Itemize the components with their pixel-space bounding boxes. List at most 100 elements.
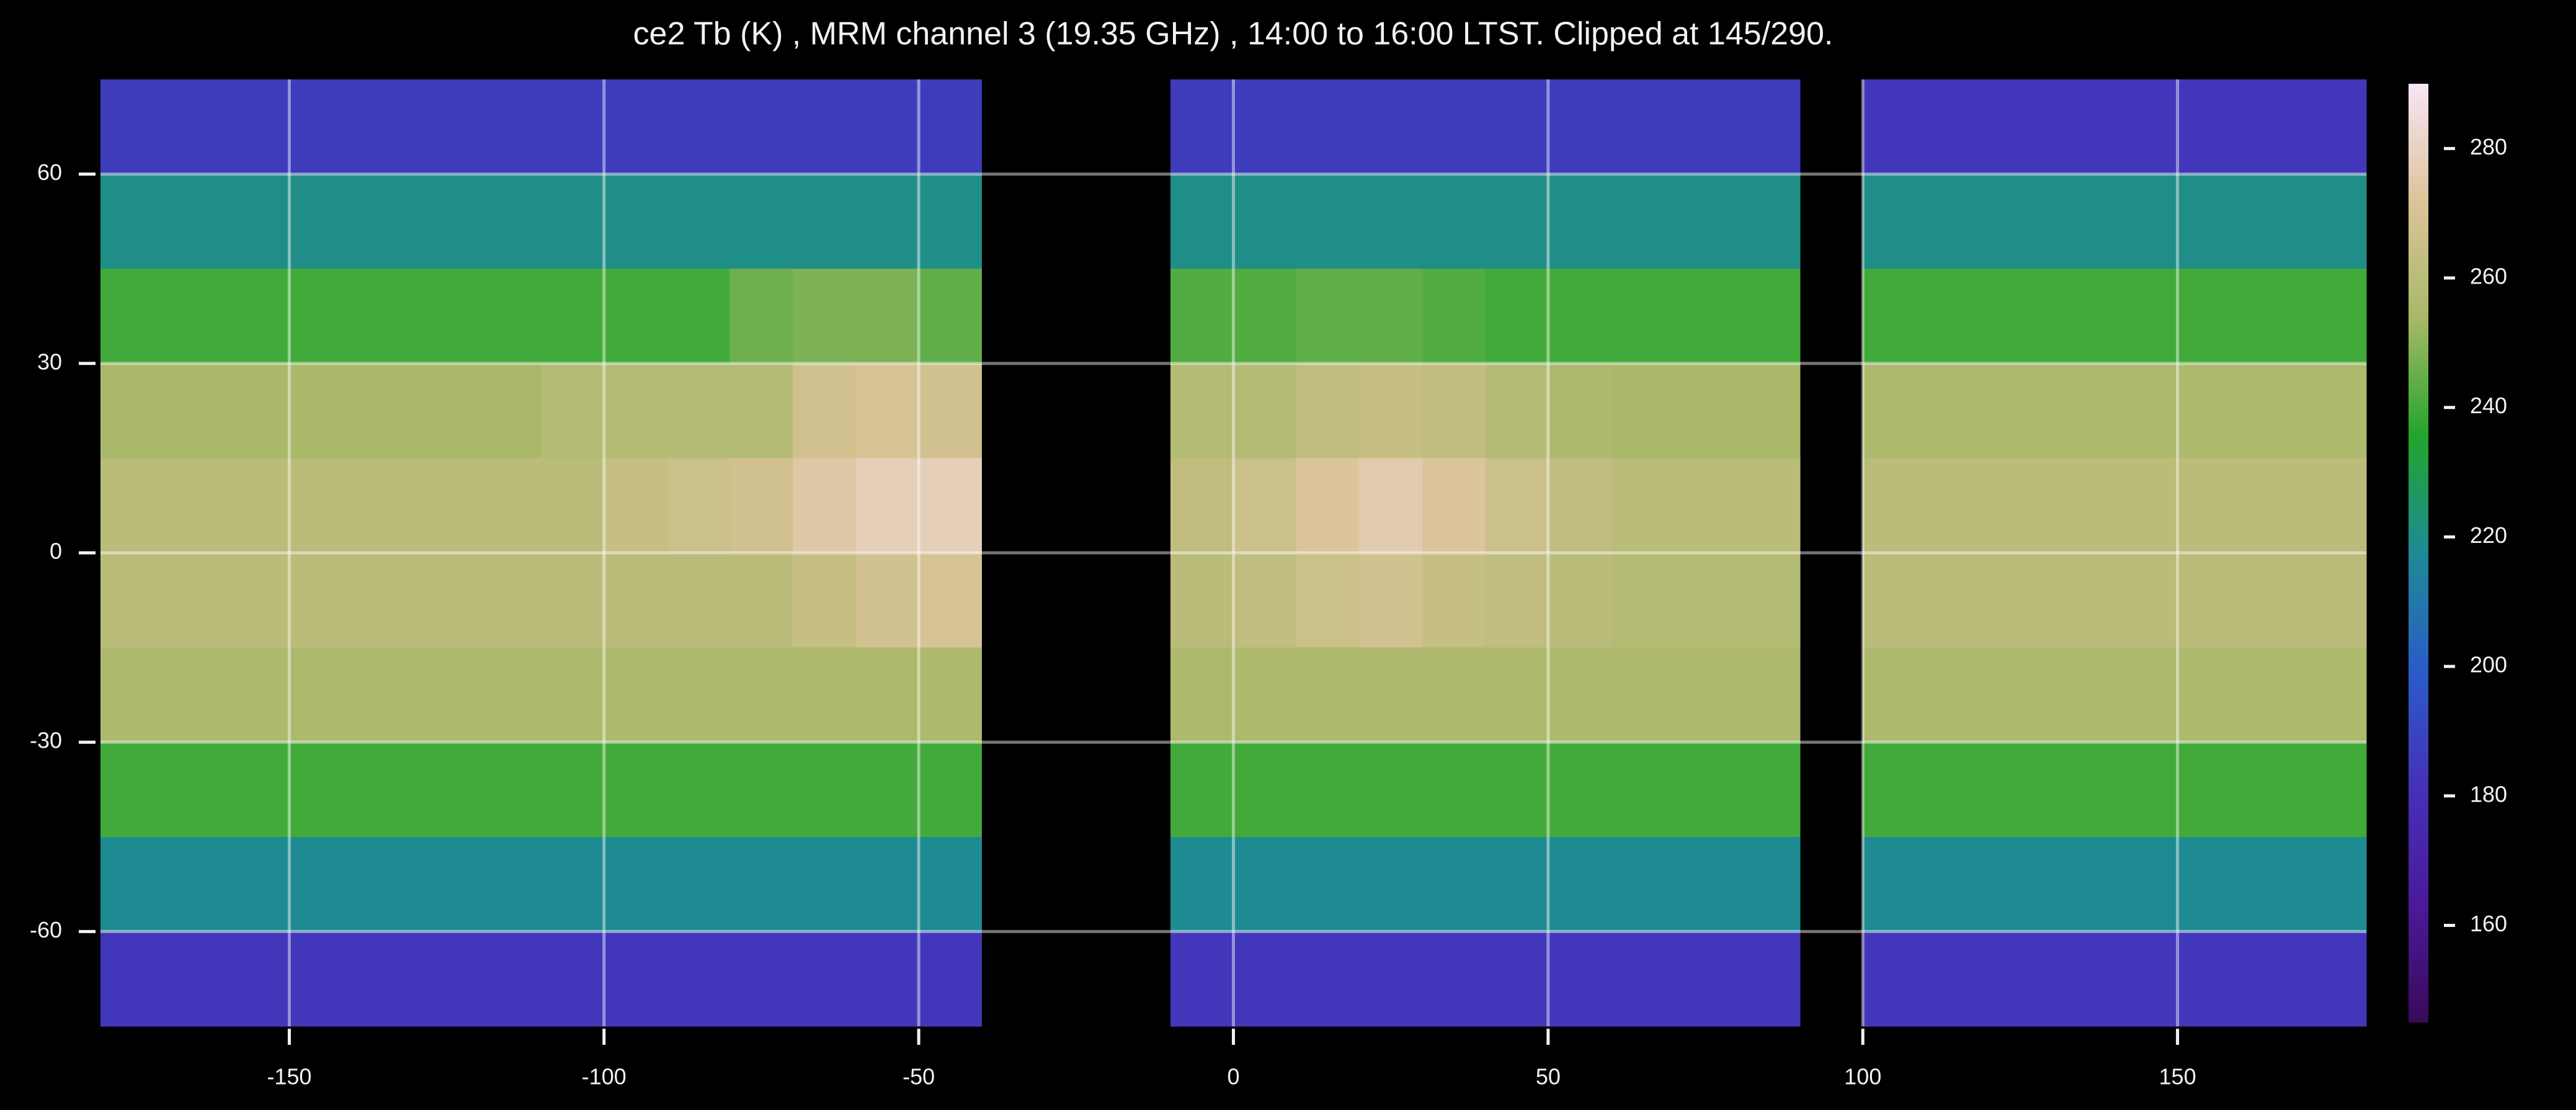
heatmap-cell: [352, 647, 416, 743]
colorbar: [2409, 84, 2428, 1023]
heatmap-cell: [478, 742, 541, 838]
heatmap-cell: [667, 836, 731, 932]
heatmap-cell: [1611, 742, 1675, 838]
heatmap-cell: [541, 269, 605, 364]
heatmap-cell: [541, 742, 605, 838]
heatmap-cell: [1359, 836, 1423, 932]
heatmap-cell: [667, 931, 731, 1027]
y-tick-label: 0: [50, 539, 62, 564]
heatmap-cell: [1737, 931, 1801, 1027]
heatmap-cell: [793, 742, 857, 838]
heatmap-cell: [100, 836, 164, 932]
heatmap-cell: [1737, 458, 1801, 553]
heatmap-cell: [1485, 742, 1549, 838]
heatmap-cell: [667, 458, 731, 553]
heatmap-cell: [1485, 836, 1549, 932]
heatmap-cell: [1863, 363, 1927, 459]
heatmap-cell: [793, 363, 857, 459]
heatmap-cell: [1925, 79, 1989, 175]
heatmap-cell: [1296, 363, 1360, 459]
heatmap-cell: [919, 742, 983, 838]
heatmap-cell: [352, 174, 416, 269]
heatmap-cell: [478, 647, 541, 743]
heatmap-cell: [1548, 742, 1611, 838]
heatmap-cell: [793, 79, 857, 175]
x-tick-label: 0: [1227, 1064, 1239, 1090]
y-tick-label: -60: [30, 917, 62, 942]
heatmap-cell: [919, 363, 983, 459]
heatmap-cell: [2303, 269, 2367, 364]
heatmap-cell: [604, 553, 667, 648]
heatmap-cell: [2051, 174, 2115, 269]
heatmap-cell: [352, 363, 416, 459]
heatmap-cell: [1485, 553, 1549, 648]
heatmap-cell: [352, 553, 416, 648]
heatmap-cell: [1989, 363, 2052, 459]
heatmap-cell: [855, 269, 919, 364]
heatmap-cell: [163, 647, 227, 743]
heatmap-cell: [2240, 553, 2304, 648]
heatmap-cell: [1548, 931, 1611, 1027]
heatmap-cell: [289, 79, 353, 175]
heatmap-cell: [2115, 269, 2178, 364]
x-tick-label: 50: [1536, 1064, 1561, 1090]
heatmap-cell: [226, 174, 290, 269]
heatmap-cell: [1170, 269, 1234, 364]
heatmap-cell: [1611, 174, 1675, 269]
heatmap-cell: [604, 742, 667, 838]
heatmap-cell: [855, 363, 919, 459]
heatmap-cell: [1485, 79, 1549, 175]
colorbar-tick-label: 200: [2470, 652, 2507, 678]
heatmap-cell: [2303, 742, 2367, 838]
heatmap-cell: [2240, 931, 2304, 1027]
heatmap-cell: [855, 79, 919, 175]
heatmap-cell: [1737, 79, 1801, 175]
heatmap-cell: [2177, 79, 2241, 175]
heatmap-cell: [1296, 553, 1360, 648]
heatmap-cell: [478, 836, 541, 932]
heatmap-cell: [100, 363, 164, 459]
heatmap-cell: [1611, 647, 1675, 743]
heatmap-cell: [352, 742, 416, 838]
heatmap-cell: [1611, 836, 1675, 932]
heatmap-cell: [729, 931, 793, 1027]
heatmap-cell: [1989, 742, 2052, 838]
heatmap-cell: [2240, 174, 2304, 269]
heatmap-cell: [1863, 269, 1927, 364]
heatmap-cell: [226, 363, 290, 459]
colorbar-tick-label: 260: [2470, 264, 2507, 289]
heatmap-cell: [604, 174, 667, 269]
heatmap-cell: [289, 836, 353, 932]
colorbar-tick-label: 160: [2470, 911, 2507, 936]
heatmap-cell: [1674, 174, 1737, 269]
colorbar-tick-label: 180: [2470, 781, 2507, 807]
heatmap-cell: [604, 458, 667, 553]
heatmap-cell: [604, 836, 667, 932]
heatmap-cell: [1170, 458, 1234, 553]
heatmap-cell: [541, 931, 605, 1027]
heatmap-cell: [1674, 363, 1737, 459]
heatmap-cell: [2177, 363, 2241, 459]
heatmap-cell: [1989, 269, 2052, 364]
heatmap-cell: [478, 269, 541, 364]
x-tick-label: -50: [902, 1064, 935, 1090]
heatmap-cell: [1422, 269, 1486, 364]
heatmap-cell: [2115, 742, 2178, 838]
heatmap-cell: [2303, 363, 2367, 459]
heatmap-cell: [163, 553, 227, 648]
heatmap-cell: [541, 363, 605, 459]
heatmap-cell: [1170, 931, 1234, 1027]
heatmap-cell: [1422, 836, 1486, 932]
heatmap-cell: [667, 647, 731, 743]
heatmap-cell: [289, 363, 353, 459]
colorbar-tick-label: 240: [2470, 393, 2507, 418]
heatmap-cell: [1925, 836, 1989, 932]
heatmap-cell: [2177, 174, 2241, 269]
heatmap-cell: [1863, 931, 1927, 1027]
heatmap-cell: [1674, 931, 1737, 1027]
heatmap-cell: [1989, 174, 2052, 269]
heatmap-cell: [1737, 269, 1801, 364]
heatmap-cell: [855, 553, 919, 648]
x-tick-label: 150: [2159, 1064, 2196, 1090]
y-tick-label: 60: [37, 159, 62, 185]
